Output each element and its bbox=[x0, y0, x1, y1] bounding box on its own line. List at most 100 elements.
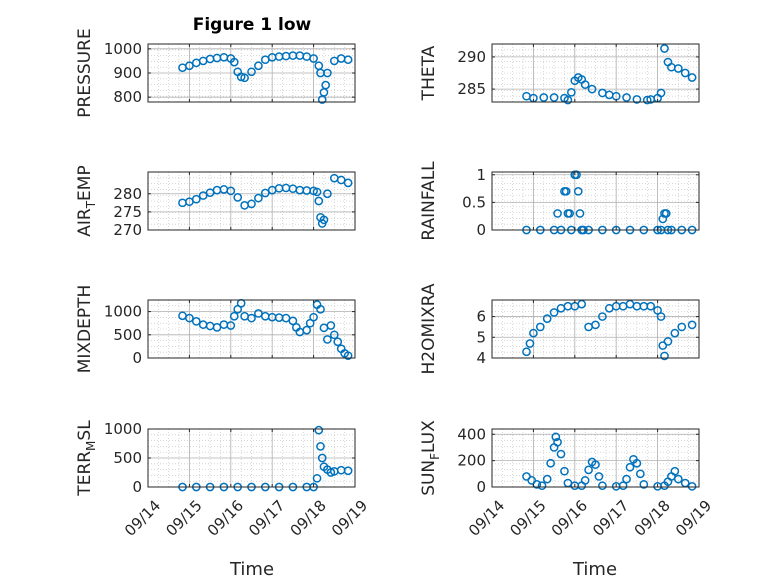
y-tick-label: 1000 bbox=[104, 40, 142, 58]
x-tick-label: 09/18 bbox=[287, 497, 330, 540]
y-tick-label: 900 bbox=[113, 64, 142, 82]
data-point bbox=[660, 44, 669, 53]
data-point bbox=[317, 453, 327, 463]
data-point bbox=[212, 185, 222, 195]
x-tick-label: 09/19 bbox=[672, 497, 715, 540]
y-tick-label: 400 bbox=[457, 425, 486, 443]
data-point bbox=[191, 194, 201, 204]
y-axis-label-tail: EMP bbox=[75, 165, 95, 201]
figure-title: Figure 1 low bbox=[193, 15, 312, 35]
y-tick-label: 1000 bbox=[104, 420, 142, 438]
data-point bbox=[661, 209, 671, 218]
data-point bbox=[594, 472, 604, 481]
data-point bbox=[587, 84, 597, 94]
data-point bbox=[178, 63, 187, 73]
data-point bbox=[680, 478, 690, 488]
data-point bbox=[326, 321, 336, 330]
y-axis-label: RAINFALL bbox=[419, 161, 439, 241]
data-point bbox=[673, 64, 683, 73]
y-axis-label: THETA bbox=[419, 45, 439, 101]
data-point bbox=[563, 301, 573, 311]
data-point bbox=[329, 56, 339, 66]
data-point bbox=[343, 466, 353, 476]
data-point bbox=[212, 323, 222, 332]
data-point bbox=[567, 87, 576, 97]
data-point bbox=[247, 199, 256, 209]
y-tick-label: 0 bbox=[476, 478, 486, 496]
y-tick-label: 0 bbox=[132, 478, 142, 496]
data-point bbox=[618, 481, 628, 491]
x-tick-label: 09/17 bbox=[589, 497, 632, 540]
data-point bbox=[537, 481, 547, 491]
data-point bbox=[240, 311, 249, 321]
data-point bbox=[229, 311, 239, 321]
data-point bbox=[553, 209, 562, 218]
data-point bbox=[687, 481, 697, 491]
x-tick-label: 09/14 bbox=[465, 497, 508, 540]
y-tick-label: 285 bbox=[457, 80, 486, 98]
data-point bbox=[636, 469, 645, 479]
data-point bbox=[254, 61, 263, 71]
data-point bbox=[563, 95, 573, 105]
data-point bbox=[551, 432, 561, 442]
data-point bbox=[577, 299, 587, 309]
data-point bbox=[535, 322, 545, 332]
data-point bbox=[240, 201, 249, 210]
data-point bbox=[336, 175, 346, 185]
x-tick-label: 09/19 bbox=[328, 497, 371, 540]
data-point bbox=[539, 93, 549, 102]
x-tick-label: 09/17 bbox=[245, 497, 288, 540]
data-point bbox=[522, 347, 531, 357]
data-point bbox=[591, 460, 600, 469]
y-tick-label: 1 bbox=[476, 166, 486, 184]
data-point bbox=[229, 57, 239, 67]
data-point bbox=[625, 299, 635, 309]
data-point bbox=[240, 73, 249, 83]
y-axis-label: MIXDEPTH bbox=[75, 285, 95, 374]
data-point bbox=[226, 186, 236, 196]
y-tick-label: 500 bbox=[113, 326, 142, 344]
data-point bbox=[254, 193, 263, 203]
y-tick-label: 200 bbox=[457, 452, 486, 470]
data-point bbox=[219, 320, 229, 329]
data-point bbox=[219, 52, 229, 62]
y-axis-label-tail: LUX bbox=[419, 420, 439, 453]
data-point bbox=[580, 476, 590, 485]
data-point bbox=[625, 462, 635, 472]
y-axis-label: TERRMSL bbox=[75, 420, 98, 497]
axes-box bbox=[491, 43, 700, 103]
data-point bbox=[632, 95, 642, 104]
data-point bbox=[323, 335, 332, 344]
data-point bbox=[323, 189, 332, 199]
data-point bbox=[295, 51, 305, 60]
data-point bbox=[254, 309, 263, 318]
data-point bbox=[622, 93, 631, 102]
data-point bbox=[572, 170, 581, 180]
data-point bbox=[191, 58, 201, 68]
data-point bbox=[573, 186, 583, 196]
data-point bbox=[542, 314, 552, 323]
data-point bbox=[556, 449, 566, 459]
data-point bbox=[632, 458, 642, 468]
data-point bbox=[247, 313, 256, 323]
data-point bbox=[343, 55, 353, 65]
data-point bbox=[591, 320, 600, 330]
y-axis-label-main: THETA bbox=[419, 45, 439, 101]
data-point bbox=[274, 52, 284, 61]
data-point bbox=[185, 61, 194, 71]
data-point bbox=[561, 186, 571, 196]
data-point bbox=[646, 301, 656, 311]
data-point bbox=[525, 339, 535, 348]
data-point bbox=[314, 61, 324, 71]
data-point bbox=[336, 54, 346, 63]
data-point bbox=[198, 56, 208, 66]
y-tick-label: 0 bbox=[132, 349, 142, 367]
y-tick-label: 275 bbox=[113, 203, 142, 221]
data-point bbox=[549, 93, 559, 102]
y-axis-label-main: SUN bbox=[419, 460, 439, 496]
y-axis-label-main: PRESSURE bbox=[75, 28, 95, 117]
data-point bbox=[295, 185, 305, 195]
data-point bbox=[178, 198, 187, 208]
